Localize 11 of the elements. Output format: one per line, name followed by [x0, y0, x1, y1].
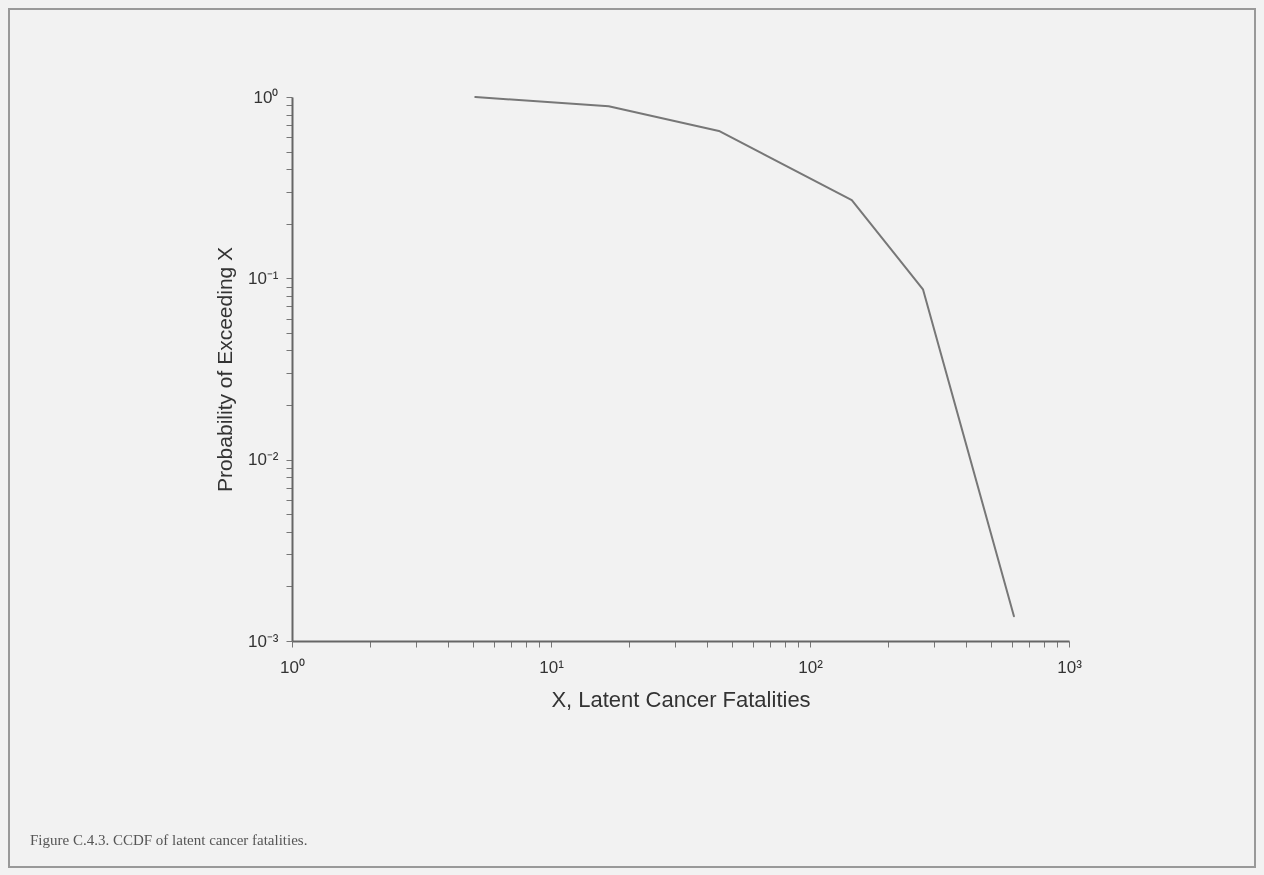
x-tick-label: 10²	[798, 657, 824, 677]
y-tick-label: 10⁻²	[247, 450, 279, 470]
x-tick-label: 10⁰	[280, 657, 305, 677]
text: Figure C.4.3. CCDF of latent cancer fatalities.	[30, 832, 308, 849]
y-axis-title: Probability of Exceeding X	[212, 246, 236, 493]
x-axis-title: X, Latent Cancer Fatalities	[551, 686, 811, 712]
y-tick-label: 10⁻¹	[247, 268, 279, 288]
y-tick-label: 10⁰	[253, 87, 279, 107]
y-tick-label: 10⁻³	[247, 631, 279, 651]
x-tick-label: 10³	[1057, 657, 1083, 677]
x-tick-label: 10¹	[539, 657, 565, 677]
